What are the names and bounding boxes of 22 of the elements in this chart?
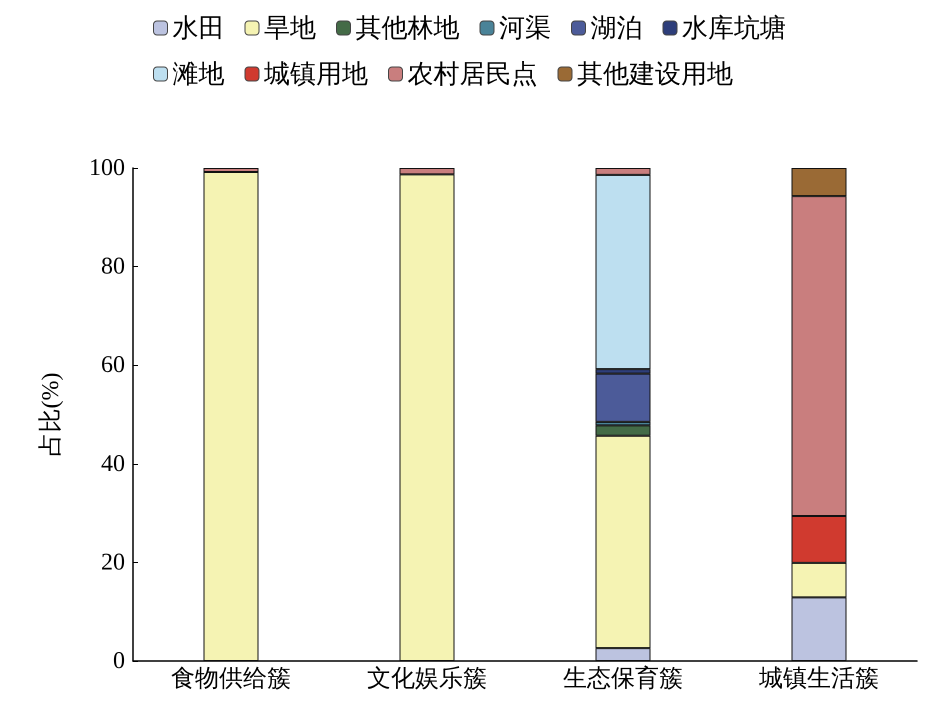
legend-label: 城镇用地 xyxy=(263,60,368,88)
legend-label: 其他建设用地 xyxy=(577,60,733,88)
legend-label: 旱地 xyxy=(264,14,316,42)
y-tick-label: 60 xyxy=(101,352,125,378)
y-axis-title: 占比(%) xyxy=(38,372,64,456)
x-tick-label: 文化娱乐簇 xyxy=(367,665,487,692)
legend-label: 湖泊 xyxy=(590,14,642,42)
x-tick-label: 生态保育簇 xyxy=(563,665,683,692)
x-tick-label: 食物供给簇 xyxy=(171,666,291,692)
y-tick-label: 40 xyxy=(101,450,125,477)
legend-label: 农村居民点 xyxy=(408,60,538,88)
y-tick-label: 0 xyxy=(113,648,125,674)
legend-label: 河渠 xyxy=(499,14,551,42)
legend-label: 水库坑塘 xyxy=(682,14,786,42)
bar xyxy=(204,172,258,661)
y-tick-label: 100 xyxy=(89,155,125,181)
y-tick-label: 20 xyxy=(101,549,125,576)
legend-label: 滩地 xyxy=(172,60,224,88)
legend-label: 其他林地 xyxy=(356,14,460,42)
legend-label: 水田 xyxy=(172,14,224,42)
y-tick-label: 80 xyxy=(101,254,125,280)
x-tick-label: 城镇生活簇 xyxy=(758,666,879,692)
